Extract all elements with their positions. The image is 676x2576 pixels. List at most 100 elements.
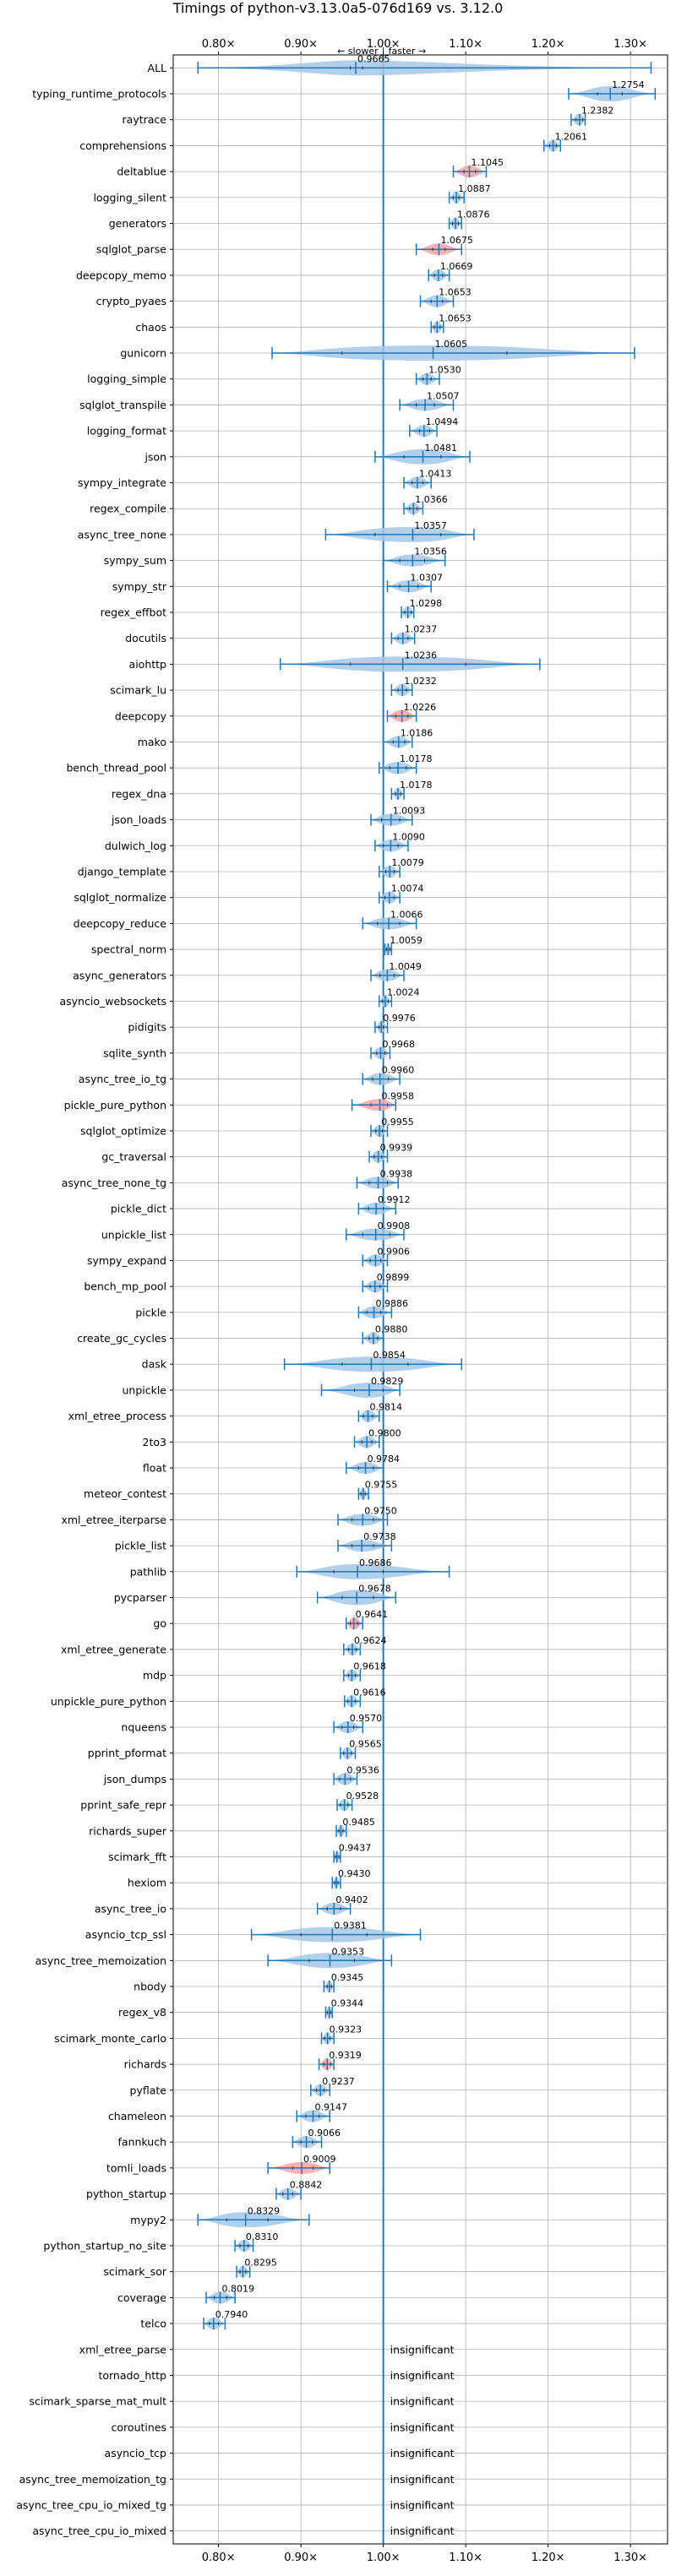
benchmark-label: async_generators — [73, 969, 166, 981]
benchmark-label: json_dumps — [103, 1773, 166, 1785]
benchmark-label: asyncio_websockets — [59, 995, 166, 1008]
insignificant-label: insignificant — [390, 2421, 455, 2433]
median-value-label: 1.0298 — [410, 598, 443, 609]
direction-separator: | — [382, 46, 385, 57]
benchmark-label: ALL — [148, 62, 167, 74]
benchmark-label: deltablue — [117, 166, 166, 178]
median-value-label: 0.9319 — [329, 2050, 362, 2061]
benchmark-label: sqlite_synth — [103, 1046, 166, 1059]
median-value-label: 0.9908 — [378, 1220, 411, 1231]
median-value-label: 1.0049 — [389, 961, 422, 972]
benchmark-label: pprint_pformat — [88, 1747, 166, 1759]
benchmark-label: scimark_lu — [110, 684, 166, 697]
benchmark-label: pickle_pure_python — [64, 1099, 166, 1111]
median-value-label: 0.9528 — [346, 1791, 379, 1802]
benchmark-label: pyflate — [130, 2084, 167, 2096]
benchmark-label: generators — [109, 217, 166, 230]
benchmark-label: async_tree_memoization_tg — [19, 2473, 166, 2486]
insignificant-label: insignificant — [390, 2343, 455, 2356]
benchmark-label: asyncio_tcp_ssl — [85, 1928, 166, 1941]
benchmark-label: deepcopy — [115, 709, 167, 722]
benchmark-label: tornado_http — [98, 2369, 166, 2382]
median-value-label: 1.0669 — [440, 261, 473, 272]
benchmark-label: hexiom — [128, 1877, 166, 1889]
benchmark-label: scimark_fft — [108, 1850, 166, 1863]
benchmark-label: xml_etree_generate — [61, 1643, 166, 1655]
benchmark-label: bench_thread_pool — [66, 762, 166, 774]
x-tick-label-top: 0.90× — [284, 38, 318, 51]
median-value-label: 1.0066 — [390, 909, 423, 920]
median-value-label: 0.9066 — [308, 2128, 341, 2139]
benchmark-label: xml_etree_iterparse — [61, 1514, 166, 1526]
x-tick-label-bottom: 1.10× — [449, 2552, 482, 2564]
chart-title: Timings of python-v3.13.0a5-076d169 vs. … — [172, 0, 504, 16]
median-value-label: 0.9686 — [359, 1557, 392, 1568]
benchmark-label: meteor_contest — [84, 1487, 166, 1500]
median-value-label: 1.0530 — [428, 365, 461, 376]
median-value-label: 0.9485 — [342, 1817, 375, 1828]
median-value-label: 0.9323 — [330, 2024, 363, 2035]
benchmark-label: xml_etree_process — [68, 1410, 166, 1422]
benchmark-label: json_loads — [111, 813, 166, 826]
benchmark-label: 2to3 — [143, 1436, 166, 1448]
insignificant-label: insignificant — [390, 2498, 455, 2511]
median-value-label: 0.9430 — [338, 1868, 371, 1879]
median-value-label: 0.9755 — [365, 1480, 398, 1491]
benchmark-label: logging_simple — [87, 372, 166, 385]
benchmark-label: nbody — [134, 1980, 166, 1992]
x-tick-label-bottom: 0.80× — [202, 2552, 236, 2564]
benchmark-label: dask — [142, 1358, 167, 1371]
benchmark-label: pickle_list — [115, 1540, 166, 1552]
benchmark-label: gc_traversal — [101, 1150, 166, 1163]
median-value-label: 1.0226 — [404, 702, 437, 713]
benchmark-label: create_gc_cycles — [77, 1332, 166, 1345]
median-value-label: 1.0079 — [391, 857, 424, 868]
median-value-label: 1.0059 — [390, 935, 422, 946]
median-value-label: 0.9536 — [346, 1764, 379, 1775]
insignificant-label: insignificant — [390, 2369, 455, 2382]
benchmark-label: mdp — [143, 1669, 166, 1682]
benchmark-label: richards_super — [89, 1824, 167, 1837]
median-value-label: 0.9381 — [334, 1921, 367, 1932]
benchmark-label: regex_compile — [90, 503, 166, 515]
benchmark-label: async_tree_io — [95, 1902, 166, 1915]
median-value-label: 1.0653 — [439, 312, 472, 323]
benchmark-label: chaos — [135, 321, 166, 334]
median-value-label: 1.0887 — [458, 183, 491, 194]
x-tick-label-top: 1.10× — [449, 38, 482, 51]
median-value-label: 1.0605 — [435, 339, 468, 350]
benchmark-label: richards — [124, 2058, 166, 2071]
median-value-label: 0.9906 — [377, 1246, 410, 1257]
median-value-label: 0.9814 — [369, 1402, 402, 1413]
benchmark-label: gunicorn — [120, 347, 166, 360]
plot-frame — [172, 54, 668, 2545]
median-value-label: 1.0876 — [457, 209, 490, 220]
benchmark-label: sympy_sum — [104, 554, 166, 567]
median-value-label: 0.9353 — [332, 1946, 365, 1957]
median-value-label: 1.1045 — [472, 157, 504, 168]
x-tick-label-bottom: 1.00× — [367, 2552, 401, 2564]
benchmark-label: raytrace — [123, 113, 167, 126]
median-value-label: 0.9565 — [349, 1739, 382, 1750]
benchmark-label: telco — [140, 2318, 166, 2330]
median-value-label: 0.9750 — [364, 1505, 397, 1516]
benchmark-label: async_tree_none — [78, 528, 167, 541]
benchmark-label: sqlglot_parse — [96, 243, 166, 256]
median-value-label: 0.9570 — [350, 1713, 383, 1724]
benchmark-label: regex_effbot — [101, 606, 166, 619]
benchmark-label: aiohttp — [129, 658, 167, 671]
x-tick-label-top: 0.80× — [202, 38, 236, 51]
median-value-label: 1.0675 — [440, 235, 473, 246]
median-value-label: 1.0507 — [427, 390, 460, 401]
median-value-label: 0.9345 — [331, 1972, 364, 1983]
benchmark-label: regex_dna — [112, 787, 166, 800]
median-value-label: 0.9886 — [376, 1298, 409, 1309]
median-value-label: 0.9976 — [383, 1013, 416, 1024]
median-value-label: 1.0357 — [414, 520, 447, 531]
median-value-label: 0.9880 — [375, 1324, 408, 1335]
x-tick-label-top: 1.30× — [613, 38, 647, 51]
median-value-label: 0.9678 — [358, 1584, 391, 1595]
benchmark-label: xml_etree_parse — [79, 2343, 167, 2356]
